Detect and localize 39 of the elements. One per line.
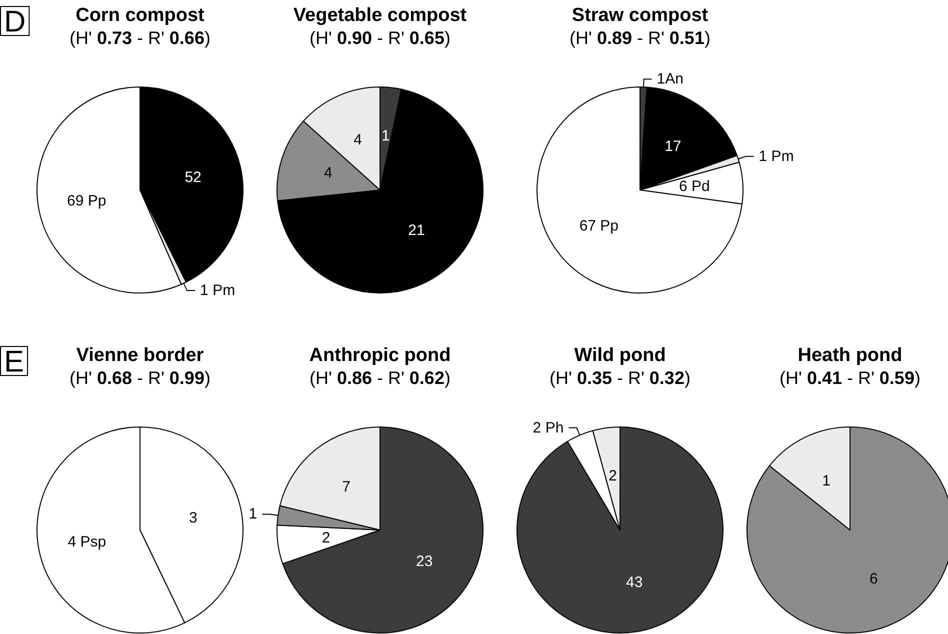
chart-title: Anthropic pond bbox=[309, 345, 451, 366]
data-label: 2 bbox=[608, 467, 617, 484]
chart-title: Corn compost bbox=[76, 5, 206, 26]
text: D bbox=[4, 6, 26, 38]
data-label: 1 Pm bbox=[758, 148, 794, 165]
data-label: 6 bbox=[869, 570, 878, 588]
data-label: 52 bbox=[184, 168, 202, 186]
data-label: 2 bbox=[322, 529, 330, 546]
chart-title: Heath pond bbox=[798, 345, 902, 366]
text: E bbox=[4, 346, 24, 378]
chart-subtitle: (H' 0.68 - R' 0.99) bbox=[70, 368, 210, 388]
chart-title: Vegetable compost bbox=[293, 5, 468, 26]
data-label: 4 bbox=[324, 164, 332, 182]
chart-subtitle: (H' 0.73 - R' 0.66) bbox=[70, 28, 210, 48]
data-label: 21 bbox=[408, 222, 425, 239]
data-label: 4 Psp bbox=[68, 534, 106, 551]
data-label: 1 bbox=[248, 506, 258, 523]
data-label: 4 bbox=[354, 132, 362, 149]
data-label: 3 bbox=[188, 509, 198, 526]
data-label: 6 Pd bbox=[678, 178, 710, 195]
chart-title: Straw compost bbox=[572, 5, 709, 26]
data-label: 17 bbox=[664, 138, 682, 156]
data-label: 2 Ph bbox=[532, 419, 564, 436]
data-label: 1 bbox=[822, 472, 831, 490]
chart-title: Vienne border bbox=[76, 345, 204, 366]
data-label: 1 bbox=[382, 127, 390, 144]
data-label: 1An bbox=[656, 70, 684, 88]
data-label: 69 Pp bbox=[67, 192, 106, 210]
chart-subtitle: (H' 0.90 - R' 0.65) bbox=[310, 28, 450, 48]
chart-subtitle: (H' 0.35 - R' 0.32) bbox=[550, 368, 690, 388]
chart-subtitle: (H' 0.41 - R' 0.59) bbox=[780, 368, 920, 388]
chart-title: Wild pond bbox=[574, 345, 666, 366]
data-label: 7 bbox=[342, 478, 350, 496]
data-label: 67 Pp bbox=[579, 217, 619, 234]
chart-subtitle: (H' 0.86 - R' 0.62) bbox=[310, 368, 450, 388]
data-label: 23 bbox=[416, 553, 433, 570]
data-label: 43 bbox=[626, 574, 643, 592]
chart-subtitle: (H' 0.89 - R' 0.51) bbox=[570, 28, 710, 48]
data-label: 1 Pm bbox=[200, 282, 236, 300]
